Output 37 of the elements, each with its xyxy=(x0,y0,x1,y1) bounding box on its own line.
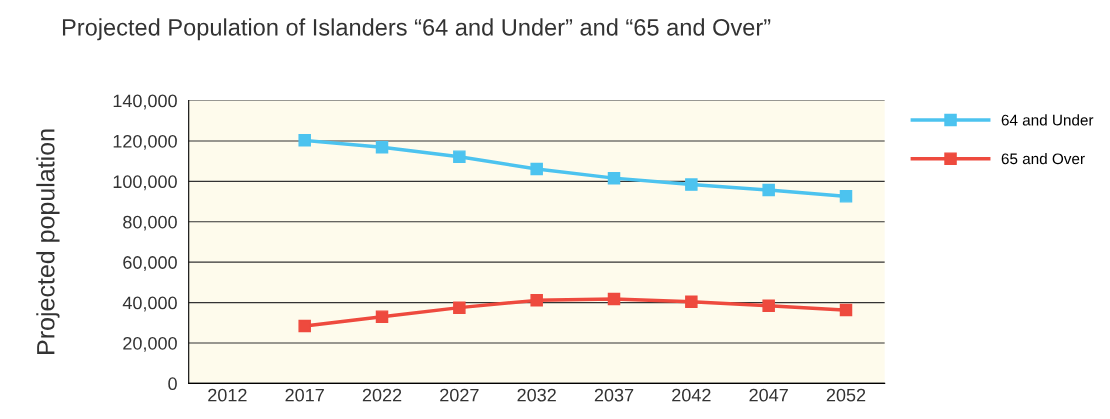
legend-label: 65 and Over xyxy=(1001,153,1085,165)
point xyxy=(453,150,466,163)
point xyxy=(530,162,543,176)
point xyxy=(839,303,853,317)
x-tick-label: 2032 xyxy=(517,388,556,402)
x-tick-label: 2022 xyxy=(362,388,402,402)
point xyxy=(762,183,775,197)
point xyxy=(685,178,698,191)
point xyxy=(839,190,853,203)
y-tick-label: 120,000 xyxy=(113,134,177,150)
point xyxy=(685,295,698,309)
point xyxy=(607,171,621,185)
x-tick-label: 2037 xyxy=(594,388,634,402)
y-tick-label: 100,000 xyxy=(113,175,177,191)
y-tick-label: 60,000 xyxy=(123,256,177,272)
x-tick-label: 2027 xyxy=(440,388,479,402)
point xyxy=(453,301,466,314)
x-tick-label: 2042 xyxy=(672,388,711,402)
x-tick-label: 2012 xyxy=(208,388,247,402)
legend-label: 64 and Under xyxy=(1001,114,1094,126)
y-tick-label: 140,000 xyxy=(113,94,177,110)
point xyxy=(375,140,389,154)
y-tick-label: 40,000 xyxy=(122,296,177,312)
point xyxy=(530,294,543,307)
y-axis-title: Projected population xyxy=(36,129,60,354)
point xyxy=(375,310,389,323)
y-tick-label: 80,000 xyxy=(123,215,177,231)
x-tick-label: 2017 xyxy=(285,388,324,402)
point xyxy=(607,292,621,306)
x-tick-label: 2047 xyxy=(749,388,788,402)
point xyxy=(762,299,775,313)
y-tick-label: 20,000 xyxy=(123,336,177,352)
x-tick-label: 2052 xyxy=(826,388,866,402)
y-tick-label: 0 xyxy=(168,377,177,391)
point xyxy=(298,319,311,333)
point xyxy=(298,134,311,147)
chart-title: Projected Population of Islanders “64 and Under” and “65 and Over” xyxy=(62,18,771,41)
